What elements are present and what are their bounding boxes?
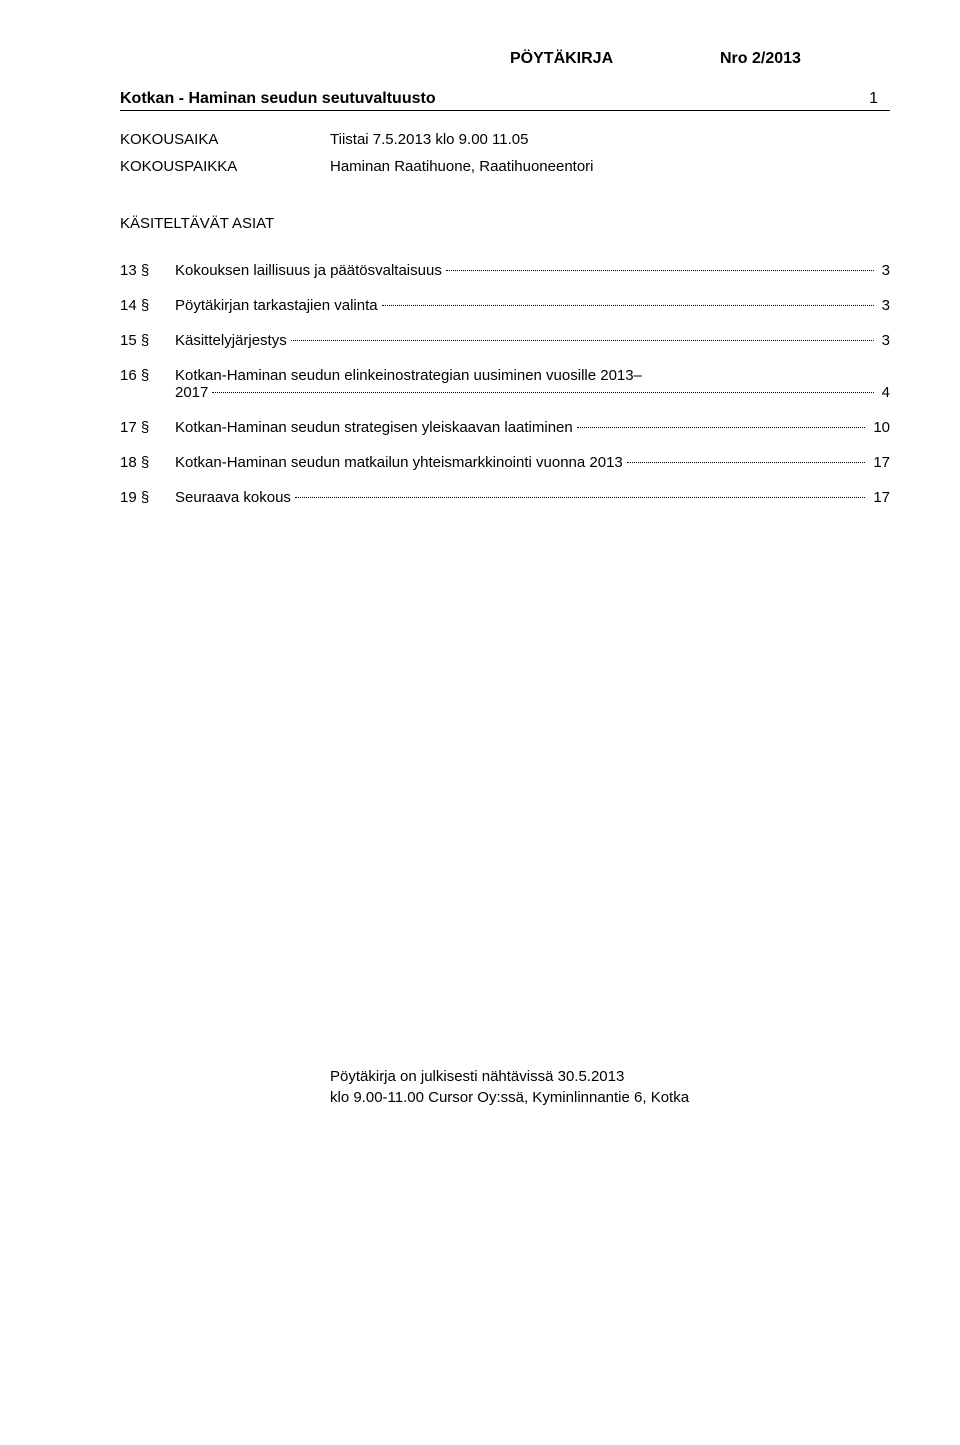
document-type: PÖYTÄKIRJA <box>510 50 720 68</box>
toc-leader-dots <box>291 340 874 341</box>
toc-item-line: Käsittelyjärjestys 3 <box>175 332 890 349</box>
toc-leader-dots <box>577 427 866 428</box>
toc-leader-dots <box>446 270 874 271</box>
toc-item-text: Kokouksen laillisuus ja päätösvaltaisuus <box>175 262 442 279</box>
toc-leader-dots <box>212 392 873 393</box>
toc-item-page: 3 <box>878 332 890 349</box>
organization-title: Kotkan - Haminan seudun seutuvaltuusto <box>120 90 436 108</box>
toc-item-line: Pöytäkirjan tarkastajien valinta 3 <box>175 297 890 314</box>
meeting-place-label: KOKOUSPAIKKA <box>120 158 330 175</box>
toc-item-line2: 2017 4 <box>120 384 890 401</box>
meeting-place-row: KOKOUSPAIKKA Haminan Raatihuone, Raatihu… <box>120 158 890 175</box>
toc-item: 16 § Kotkan-Haminan seudun elinkeinostra… <box>120 367 890 401</box>
toc-item-number: 15 § <box>120 332 175 349</box>
footer-line2: klo 9.00-11.00 Cursor Oy:ssä, Kyminlinna… <box>330 1087 890 1108</box>
toc-item: 15 § Käsittelyjärjestys 3 <box>120 332 890 349</box>
meeting-time-value: Tiistai 7.5.2013 klo 9.00 11.05 <box>330 131 528 148</box>
toc-item-text-continued: 2017 <box>175 384 208 401</box>
toc-item-line1: 16 § Kotkan-Haminan seudun elinkeinostra… <box>120 367 890 384</box>
toc-item-page: 10 <box>869 419 890 436</box>
toc-item-page: 4 <box>878 384 890 401</box>
toc-item-number: 16 § <box>120 367 175 384</box>
toc-item-number: 14 § <box>120 297 175 314</box>
toc-item-text: Pöytäkirjan tarkastajien valinta <box>175 297 378 314</box>
toc-item-line: Kotkan-Haminan seudun matkailun yhteisma… <box>175 454 890 471</box>
toc-item-page: 17 <box>869 454 890 471</box>
meeting-place-value: Haminan Raatihuone, Raatihuoneentori <box>330 158 594 175</box>
document-number: Nro 2/2013 <box>720 50 801 68</box>
toc-item: 19 § Seuraava kokous 17 <box>120 489 890 506</box>
toc-item-page: 3 <box>878 262 890 279</box>
toc-item-line: Seuraava kokous 17 <box>175 489 890 506</box>
toc-item-number: 13 § <box>120 262 175 279</box>
toc-item: 18 § Kotkan-Haminan seudun matkailun yht… <box>120 454 890 471</box>
section-title: KÄSITELTÄVÄT ASIAT <box>120 215 890 232</box>
table-of-contents: 13 § Kokouksen laillisuus ja päätösvalta… <box>120 262 890 506</box>
toc-item-page: 17 <box>869 489 890 506</box>
toc-item-text: Käsittelyjärjestys <box>175 332 287 349</box>
footer-notice: Pöytäkirja on julkisesti nähtävissä 30.5… <box>330 1066 890 1108</box>
toc-leader-dots <box>382 305 874 306</box>
toc-item-page: 3 <box>878 297 890 314</box>
divider-line <box>120 110 890 111</box>
toc-item-text: Kotkan-Haminan seudun strategisen yleisk… <box>175 419 573 436</box>
meeting-time-row: KOKOUSAIKA Tiistai 7.5.2013 klo 9.00 11.… <box>120 131 890 148</box>
toc-item-number: 17 § <box>120 419 175 436</box>
toc-item: 14 § Pöytäkirjan tarkastajien valinta 3 <box>120 297 890 314</box>
toc-leader-dots <box>295 497 865 498</box>
toc-item: 17 § Kotkan-Haminan seudun strategisen y… <box>120 419 890 436</box>
toc-item-number: 19 § <box>120 489 175 506</box>
footer-line1: Pöytäkirja on julkisesti nähtävissä 30.5… <box>330 1066 890 1087</box>
toc-item-line: Kotkan-Haminan seudun strategisen yleisk… <box>175 419 890 436</box>
toc-item-text: Seuraava kokous <box>175 489 291 506</box>
document-header: PÖYTÄKIRJA Nro 2/2013 <box>120 50 890 68</box>
organization-row: Kotkan - Haminan seudun seutuvaltuusto 1 <box>120 90 890 108</box>
header-spacer <box>120 50 510 68</box>
meeting-time-label: KOKOUSAIKA <box>120 131 330 148</box>
toc-item: 13 § Kokouksen laillisuus ja päätösvalta… <box>120 262 890 279</box>
toc-item-text: Kotkan-Haminan seudun elinkeinostrategia… <box>175 367 642 384</box>
toc-item-text: Kotkan-Haminan seudun matkailun yhteisma… <box>175 454 623 471</box>
page-number: 1 <box>869 90 890 108</box>
toc-item-number: 18 § <box>120 454 175 471</box>
toc-leader-dots <box>627 462 866 463</box>
toc-item-line: Kokouksen laillisuus ja päätösvaltaisuus… <box>175 262 890 279</box>
